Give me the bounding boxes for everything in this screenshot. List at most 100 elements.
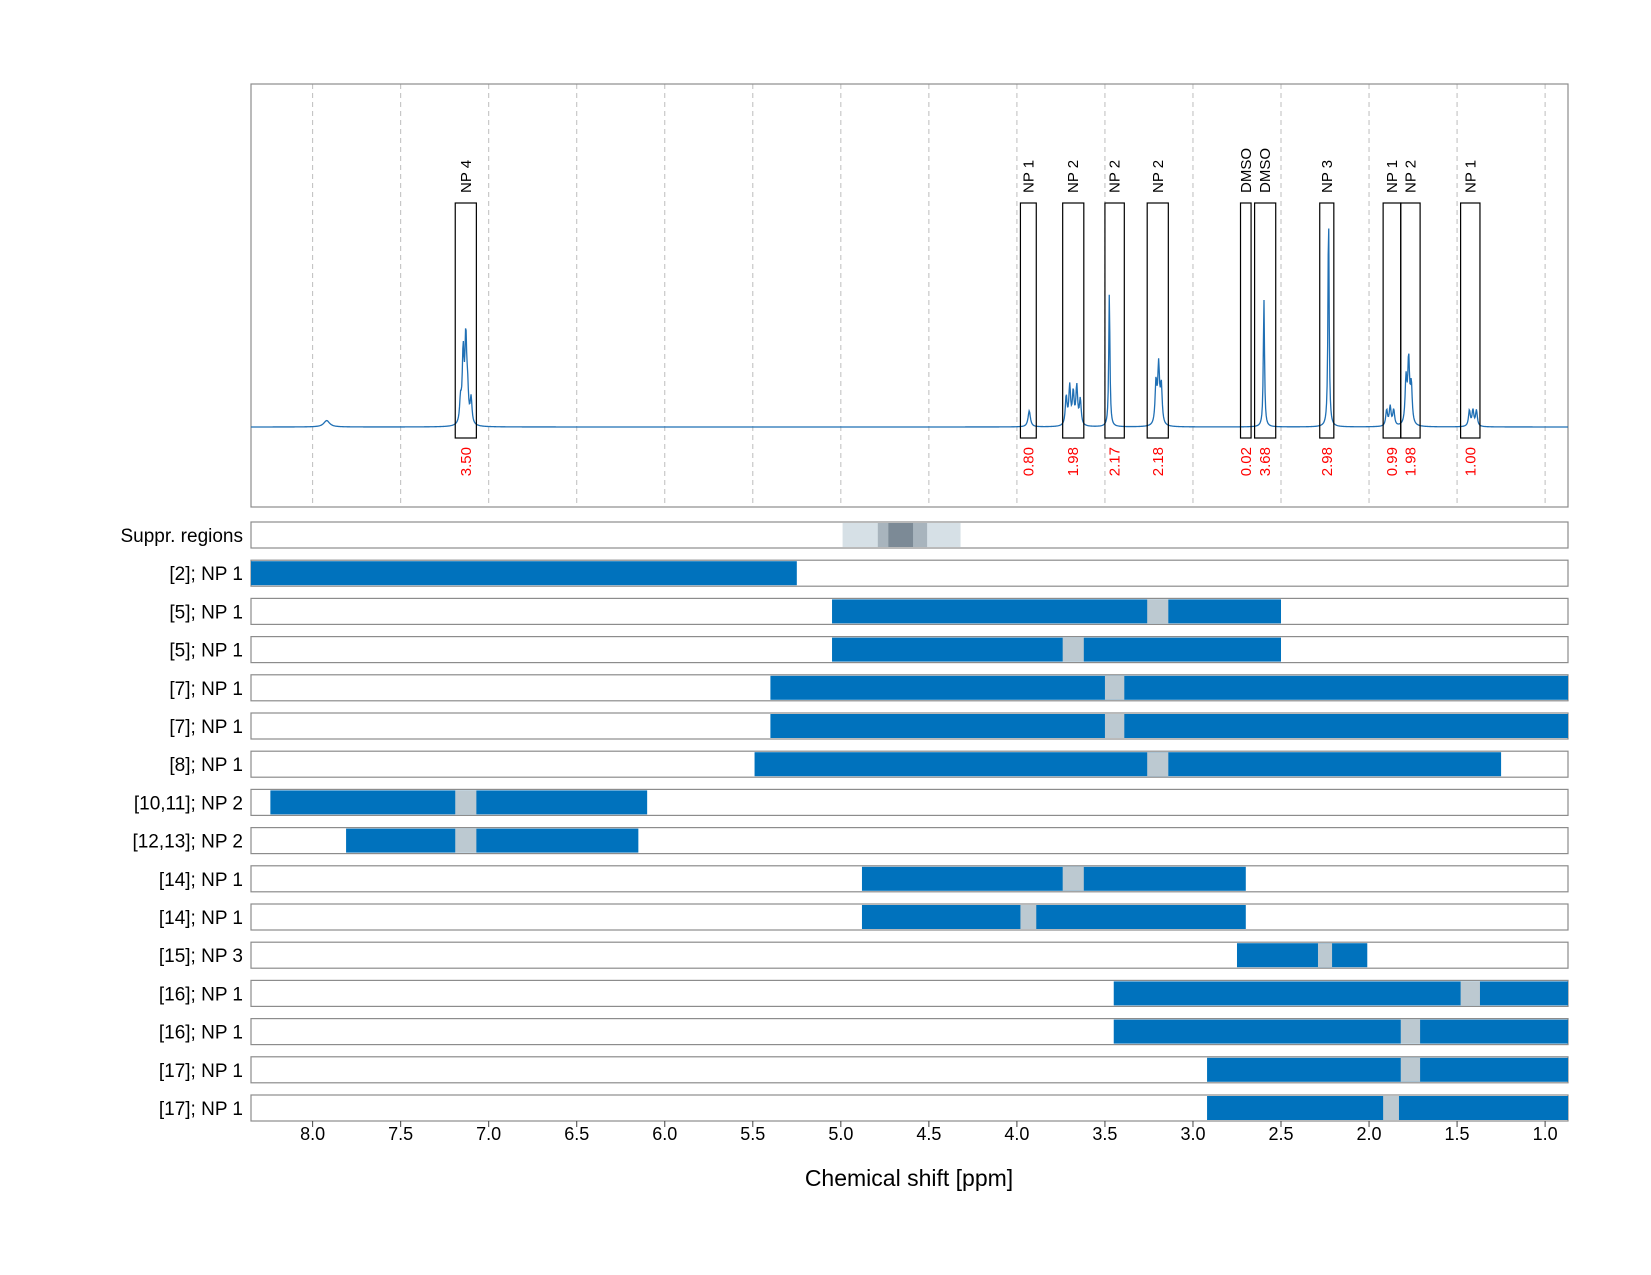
range-bar <box>1207 1057 1568 1082</box>
spectrum-panel: NP 4 3.50 NP 1 0.80 NP 2 1.98 NP 2 2.17 NP 2 2.18… <box>250 83 1569 508</box>
integral-value: 1.98 <box>1065 447 1082 476</box>
spectrum-line <box>251 228 1568 428</box>
grid-lines <box>312 84 1546 507</box>
suppressed-band <box>888 523 914 547</box>
x-tick-label: 5.5 <box>740 1124 765 1144</box>
x-tick-label: 3.5 <box>1092 1124 1117 1144</box>
range-gap <box>1147 599 1169 624</box>
range-rows: Suppr. regions [2]; NP 1 [5]; NP 1 [5]; NP … <box>120 521 1569 1122</box>
range-bar <box>1236 943 1368 968</box>
integral-value: 1.00 <box>1462 447 1479 476</box>
integral-value: 0.99 <box>1384 447 1401 476</box>
range-gap <box>1317 943 1333 968</box>
x-tick-label: 7.0 <box>476 1124 501 1144</box>
x-tick-label: 7.5 <box>388 1124 413 1144</box>
range-gap <box>1062 866 1084 891</box>
integral-value: 0.02 <box>1238 447 1255 476</box>
range-bar <box>770 675 1568 700</box>
spectrum-frame <box>250 83 1569 508</box>
row-label: [10,11]; NP 2 <box>134 793 243 814</box>
range-bar <box>251 561 797 586</box>
peak-box <box>1104 202 1125 439</box>
peak-label: NP 4 <box>458 160 475 193</box>
range-gap <box>1020 905 1037 929</box>
x-tick-label: 4.0 <box>1004 1124 1029 1144</box>
peak-box <box>1382 202 1402 439</box>
integral-value: 1.98 <box>1402 447 1419 476</box>
peak-box <box>1146 202 1169 439</box>
row-label: [17]; NP 1 <box>159 1099 243 1120</box>
x-tick-label: 5.0 <box>828 1124 853 1144</box>
peak-label: NP 2 <box>1402 160 1419 193</box>
range-bar <box>1113 981 1568 1006</box>
integral-value: 2.17 <box>1107 447 1124 476</box>
range-gap <box>455 790 477 815</box>
peak-boxes: NP 4 3.50 NP 1 0.80 NP 2 1.98 NP 2 2.17 NP 2 2.18… <box>454 148 1481 476</box>
row-label: [17]; NP 1 <box>159 1061 243 1082</box>
peak-label: DMSO <box>1257 148 1274 193</box>
range-gap <box>1104 714 1125 738</box>
row-label: [14]; NP 1 <box>159 908 243 929</box>
peak-label: NP 3 <box>1319 160 1336 193</box>
row-label: [16]; NP 1 <box>159 1023 243 1044</box>
x-axis-label: Chemical shift [ppm] <box>805 1165 1013 1191</box>
row-label: [12,13]; NP 2 <box>132 832 243 853</box>
range-bar <box>861 866 1246 891</box>
peak-label: NP 2 <box>1065 160 1082 193</box>
range-bar <box>754 752 1502 777</box>
x-tick-label: 3.0 <box>1180 1124 1205 1144</box>
integral-value: 2.18 <box>1150 447 1167 476</box>
row-label: [5]; NP 1 <box>169 602 243 623</box>
peak-box <box>1459 202 1481 439</box>
x-tick-label: 4.5 <box>916 1124 941 1144</box>
peak-label: NP 1 <box>1462 160 1479 193</box>
x-tick-label: 8.0 <box>300 1124 325 1144</box>
peak-box <box>1400 202 1421 439</box>
peak-box <box>454 202 477 439</box>
x-tick-label: 2.5 <box>1268 1124 1293 1144</box>
peak-label: DMSO <box>1238 148 1255 193</box>
range-bar <box>861 905 1246 929</box>
row-frame <box>250 941 1569 969</box>
row-label: [16]; NP 1 <box>159 984 243 1005</box>
x-axis: 8.0 7.5 7.0 6.5 6.0 5.5 5.0 4.5 4.0 3.5 3.0 2.5 2.0 1… <box>300 1121 1558 1144</box>
row-label: [8]; NP 1 <box>169 755 243 776</box>
range-gap <box>1104 675 1125 700</box>
range-gap <box>1400 1019 1421 1044</box>
x-tick-label: 6.5 <box>564 1124 589 1144</box>
peak-label: NP 1 <box>1384 160 1401 193</box>
range-bar <box>770 714 1568 738</box>
range-bar <box>1113 1019 1568 1044</box>
row-label: [7]; NP 1 <box>169 679 243 700</box>
x-tick-label: 1.0 <box>1533 1124 1558 1144</box>
row-label: [15]; NP 3 <box>159 946 243 967</box>
integral-value: 2.98 <box>1319 447 1336 476</box>
integral-value: 0.80 <box>1020 447 1037 476</box>
range-gap <box>1460 981 1480 1006</box>
range-gap <box>1062 637 1084 662</box>
peak-box <box>1062 202 1085 439</box>
integral-value: 3.50 <box>458 447 475 476</box>
integral-value: 3.68 <box>1257 447 1274 476</box>
peak-box <box>1239 202 1252 439</box>
row-label: [14]; NP 1 <box>159 870 243 891</box>
range-gap <box>455 828 477 853</box>
x-tick-label: 2.0 <box>1357 1124 1382 1144</box>
row-label: [7]; NP 1 <box>169 717 243 738</box>
x-tick-label: 1.5 <box>1445 1124 1470 1144</box>
peak-box <box>1253 202 1277 439</box>
row-label: [5]; NP 1 <box>169 641 243 662</box>
range-gap <box>1383 1096 1399 1120</box>
peak-box <box>1319 202 1335 439</box>
row-label: Suppr. regions <box>120 526 243 547</box>
range-gap <box>1147 752 1169 777</box>
peak-label: NP 2 <box>1107 160 1124 193</box>
range-gap <box>1400 1057 1421 1082</box>
peak-label: NP 1 <box>1020 160 1037 193</box>
peak-box <box>1019 202 1037 439</box>
range-bar <box>832 637 1282 662</box>
peak-label: NP 2 <box>1150 160 1167 193</box>
row-label: [2]; NP 1 <box>169 564 243 585</box>
range-bar <box>346 828 639 853</box>
